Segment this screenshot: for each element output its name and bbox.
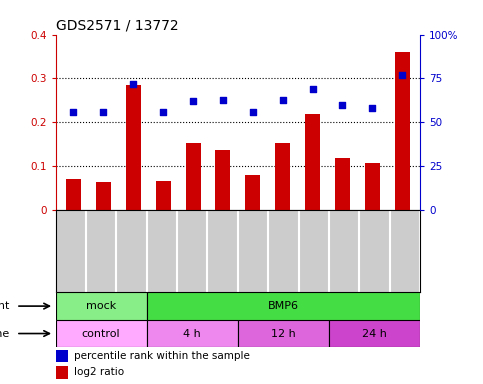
Text: agent: agent [0, 301, 10, 311]
Point [339, 102, 346, 108]
Point [189, 98, 197, 104]
Bar [245, 175, 260, 210]
Bar [96, 182, 111, 210]
Text: 4 h: 4 h [184, 329, 201, 339]
Text: time: time [0, 329, 10, 339]
Text: 24 h: 24 h [362, 329, 387, 339]
Point [309, 86, 316, 92]
Bar [56, 292, 147, 320]
Point [249, 109, 256, 115]
Point [279, 96, 286, 103]
Bar [395, 52, 410, 210]
Bar [66, 179, 81, 210]
Bar [156, 181, 170, 210]
Bar [305, 114, 320, 210]
Text: mock: mock [86, 301, 116, 311]
Bar [126, 85, 141, 210]
Text: GDS2571 / 13772: GDS2571 / 13772 [56, 18, 178, 32]
Point [219, 96, 227, 103]
Point [129, 81, 137, 87]
Point [99, 109, 107, 115]
Point [398, 72, 406, 78]
Point [159, 109, 167, 115]
Bar [275, 143, 290, 210]
Bar [365, 163, 380, 210]
Bar [147, 320, 238, 347]
Bar [329, 320, 420, 347]
Point [70, 109, 77, 115]
Bar [335, 158, 350, 210]
Bar [56, 366, 68, 379]
Bar [56, 320, 147, 347]
Bar [238, 320, 329, 347]
Bar [215, 149, 230, 210]
Bar [147, 292, 420, 320]
Text: percentile rank within the sample: percentile rank within the sample [74, 351, 250, 361]
Text: BMP6: BMP6 [268, 301, 299, 311]
Bar [185, 143, 200, 210]
Bar [56, 349, 68, 362]
Point [369, 105, 376, 111]
Text: 12 h: 12 h [271, 329, 296, 339]
Text: control: control [82, 329, 120, 339]
Text: log2 ratio: log2 ratio [74, 367, 124, 377]
